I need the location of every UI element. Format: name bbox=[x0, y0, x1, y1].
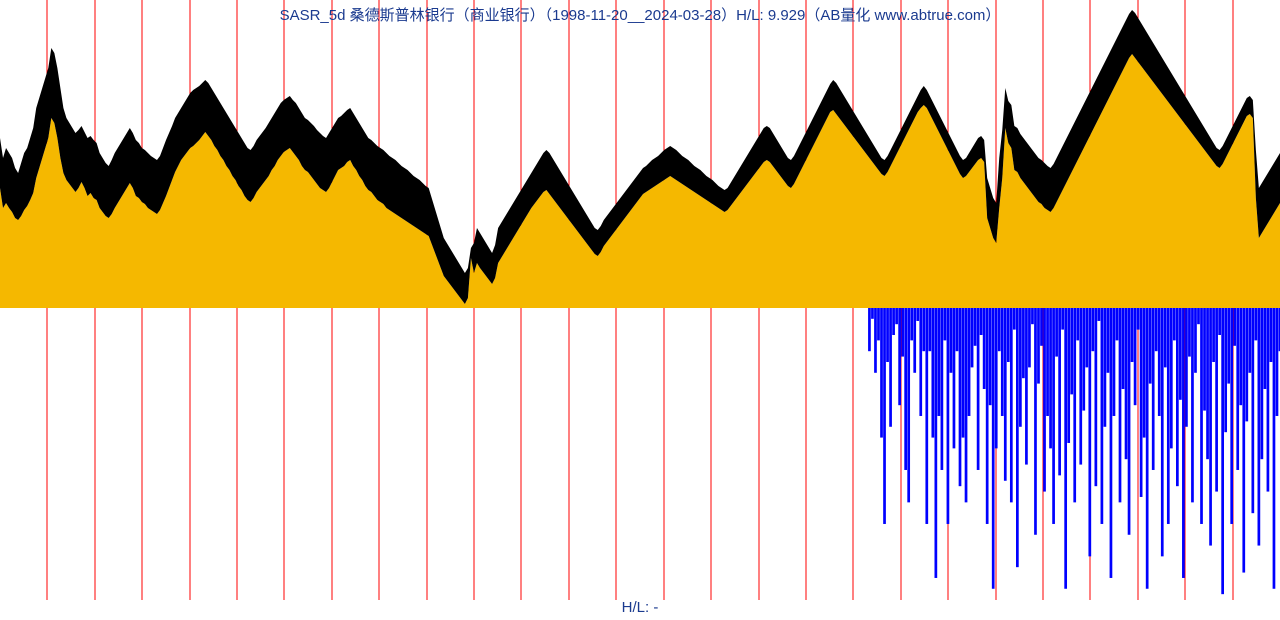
stock-chart bbox=[0, 0, 1280, 620]
chart-footer: H/L: - bbox=[0, 599, 1280, 616]
chart-title: SASR_5d 桑德斯普林银行（商业银行）（1998-11-20__2024-0… bbox=[0, 4, 1280, 25]
